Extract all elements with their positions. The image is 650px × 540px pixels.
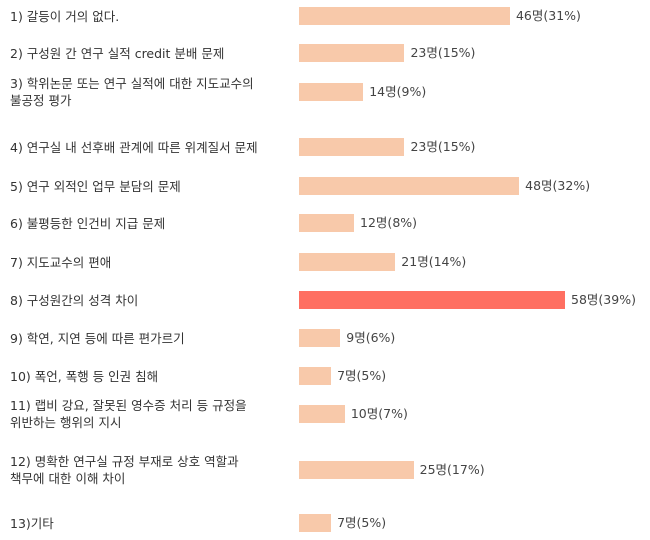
data-label: 7명(5%) (337, 515, 387, 530)
category-label: 6) 불평등한 인건비 지급 문제 (10, 215, 166, 231)
data-label: 14명(9%) (369, 84, 427, 99)
category-label: 4) 연구실 내 선후배 관계에 따른 위계질서 문제 (10, 139, 258, 155)
data-label: 46명(31%) (515, 8, 581, 23)
category-label: 5) 연구 외적인 업무 분담의 문제 (10, 178, 181, 194)
category-label: 13)기타 (10, 515, 54, 531)
category-label: 7) 지도교수의 편애 (10, 254, 112, 270)
category-label: 10) 폭언, 폭행 등 인권 침해 (10, 368, 159, 384)
data-label: 23명(15%) (410, 139, 476, 154)
category-label: 12) 명확한 연구실 규정 부재로 상호 역할과 책무에 대한 이해 차이 (10, 454, 239, 486)
category-label: 2) 구성원 간 연구 실적 credit 분배 문제 (10, 45, 225, 61)
category-label: 1) 갈등이 거의 없다. (10, 8, 120, 24)
data-label: 12명(8%) (360, 215, 418, 230)
category-label: 9) 학연, 지연 등에 따른 편가르기 (10, 330, 185, 346)
bar (299, 214, 355, 232)
bar (299, 514, 332, 532)
bar (299, 367, 332, 385)
bar (299, 291, 565, 309)
bar (299, 329, 341, 347)
data-label: 7명(5%) (337, 368, 387, 383)
data-label: 21명(14%) (401, 254, 467, 269)
bar (299, 83, 364, 101)
bar (299, 44, 405, 62)
data-label: 48명(32%) (525, 178, 591, 193)
bar (299, 177, 520, 195)
bar (299, 461, 414, 479)
bar (299, 253, 396, 271)
bar (299, 7, 510, 25)
bar (299, 138, 405, 156)
data-label: 25명(17%) (419, 462, 485, 477)
bar (299, 405, 345, 423)
data-label: 9명(6%) (346, 330, 396, 345)
category-label: 8) 구성원간의 성격 차이 (10, 292, 139, 308)
data-label: 58명(39%) (571, 292, 636, 307)
data-label: 10명(7%) (350, 406, 408, 421)
category-label: 11) 랩비 강요, 잘못된 영수증 처리 등 규정을 위반하는 행위의 지시 (10, 398, 247, 430)
data-label: 23명(15%) (410, 45, 476, 60)
category-label: 3) 학위논문 또는 연구 실적에 대한 지도교수의 불공정 평가 (10, 76, 254, 108)
